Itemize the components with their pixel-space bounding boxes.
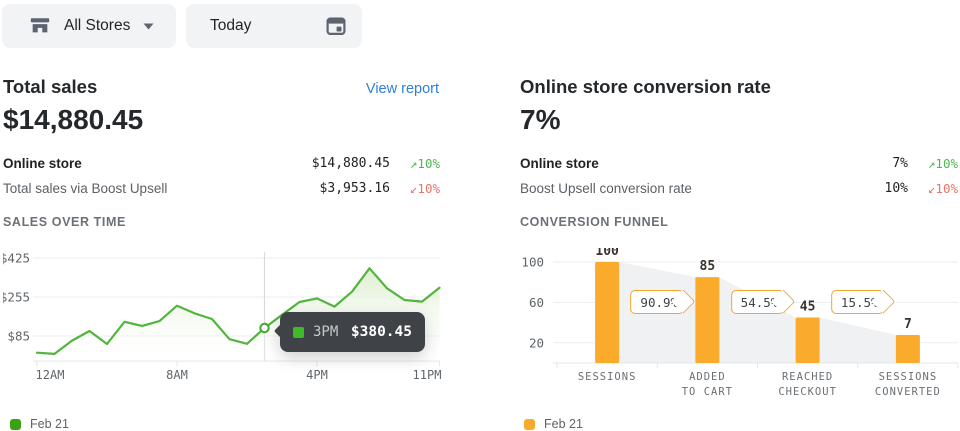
delta-badge: ↗10% xyxy=(390,156,440,171)
x-axis-tick-label: 11PM xyxy=(412,368,442,382)
trend-arrow-icon: ↗ xyxy=(927,155,936,171)
metric-row-boost-upsell-sales: Total sales via Boost Upsell $3,953.16 ↙… xyxy=(3,176,440,200)
conversion-badge: 54.5% xyxy=(730,290,785,314)
y-axis-tick-label: 60 xyxy=(529,295,544,310)
metric-label: Online store xyxy=(520,155,599,171)
funnel-bar xyxy=(695,277,720,363)
funnel-legend: Feb 21 xyxy=(524,417,583,431)
trend-arrow-icon: ↗ xyxy=(409,155,418,171)
funnel-category-label: REACHED CHECKOUT xyxy=(778,371,837,398)
metric-value: 10% xyxy=(884,180,908,196)
funnel-bar xyxy=(595,262,620,363)
y-axis-tick-label: 100 xyxy=(521,255,544,270)
x-axis-tick-label: 8AM xyxy=(166,368,188,382)
trend-arrow-icon: ↙ xyxy=(927,180,936,196)
sales-line xyxy=(35,267,441,356)
metric-row-online-store-sales: Online store $14,880.45 ↗10% xyxy=(3,151,440,175)
conversion-rate-big-value: 7% xyxy=(520,104,561,135)
conversion-funnel-chart: 100 60 20 100 85 45 7 90.9% 54.5% 15.5% SESSIONS… xyxy=(516,244,960,406)
store-selector-label: All Stores xyxy=(64,17,131,34)
x-axis-tick-label: 12AM xyxy=(35,368,65,382)
selected-point-marker xyxy=(259,322,270,334)
funnel-bar xyxy=(795,317,820,363)
tooltip-series-swatch xyxy=(293,326,304,338)
funnel-bar xyxy=(895,335,920,363)
delta-badge: ↙10% xyxy=(908,181,958,196)
y-axis-tick-label: $85 xyxy=(7,329,30,344)
metric-label: Boost Upsell conversion rate xyxy=(520,180,692,196)
bar-value-label: 45 xyxy=(800,300,816,315)
view-report-link[interactable]: View report xyxy=(365,81,439,97)
bar-value-label: 85 xyxy=(700,259,716,274)
delta-value: 10% xyxy=(417,180,440,196)
chevron-down-icon xyxy=(143,23,154,30)
sales-over-time-heading: SALES OVER TIME xyxy=(3,215,126,229)
total-sales-title: Total sales xyxy=(3,76,98,97)
legend-label: Feb 21 xyxy=(30,417,69,431)
store-selector[interactable]: All Stores xyxy=(2,4,176,48)
delta-badge: ↙10% xyxy=(390,181,440,196)
delta-value: 10% xyxy=(935,155,958,171)
metric-value: $3,953.16 xyxy=(319,180,390,196)
y-axis-tick-label: $425 xyxy=(3,251,30,266)
legend-swatch-orange xyxy=(524,418,535,430)
y-axis-tick-label: 20 xyxy=(529,335,544,350)
metric-row-online-store-rate: Online store 7% ↗10% xyxy=(520,151,958,175)
calendar-icon xyxy=(324,14,348,38)
conversion-badge: 15.5% xyxy=(830,290,885,314)
legend-label: Feb 21 xyxy=(544,417,583,431)
conversion-rate-card: Online store conversion rate 7% Online s… xyxy=(516,0,960,431)
funnel-category-label: SESSIONS xyxy=(577,371,637,383)
date-selector-label: Today xyxy=(210,17,252,34)
total-sales-big-value: $14,880.45 xyxy=(3,104,144,135)
delta-value: 10% xyxy=(935,180,958,196)
date-selector[interactable]: Today xyxy=(186,4,362,48)
metric-row-boost-upsell-rate: Boost Upsell conversion rate 10% ↙10% xyxy=(520,176,958,200)
conversion-funnel-heading: CONVERSION FUNNEL xyxy=(520,215,669,229)
bar-value-label: 100 xyxy=(595,248,619,259)
chart-tooltip: 3PM $380.45 xyxy=(280,312,425,352)
funnel-category-label: SESSIONS CONVERTED xyxy=(874,371,941,398)
metric-value: 7% xyxy=(892,155,908,171)
conversion-badge: 90.9% xyxy=(630,290,685,314)
legend-swatch-green xyxy=(10,418,21,430)
metric-label: Online store xyxy=(3,155,82,171)
trend-arrow-icon: ↙ xyxy=(409,180,418,196)
y-axis-tick-label: $255 xyxy=(3,290,30,305)
delta-badge: ↗10% xyxy=(908,156,958,171)
bar-value-label: 7 xyxy=(904,317,912,332)
store-icon xyxy=(28,15,52,37)
metric-value: $14,880.45 xyxy=(311,155,390,171)
total-sales-card: Total sales View report $14,880.45 Onlin… xyxy=(0,0,443,431)
tooltip-time: 3PM xyxy=(313,324,339,340)
tooltip-value: $380.45 xyxy=(350,324,412,340)
funnel-category-label: ADDED TO CART xyxy=(681,371,733,398)
x-axis-tick-label: 4PM xyxy=(306,368,328,382)
sales-legend: Feb 21 xyxy=(10,417,69,431)
sales-over-time-chart: $425 $255 $85 12AM 8AM 4PM 11PM 3PM $380.45 xyxy=(0,248,443,388)
conversion-rate-title: Online store conversion rate xyxy=(520,76,771,97)
metric-label: Total sales via Boost Upsell xyxy=(3,180,168,196)
delta-value: 10% xyxy=(417,155,440,171)
